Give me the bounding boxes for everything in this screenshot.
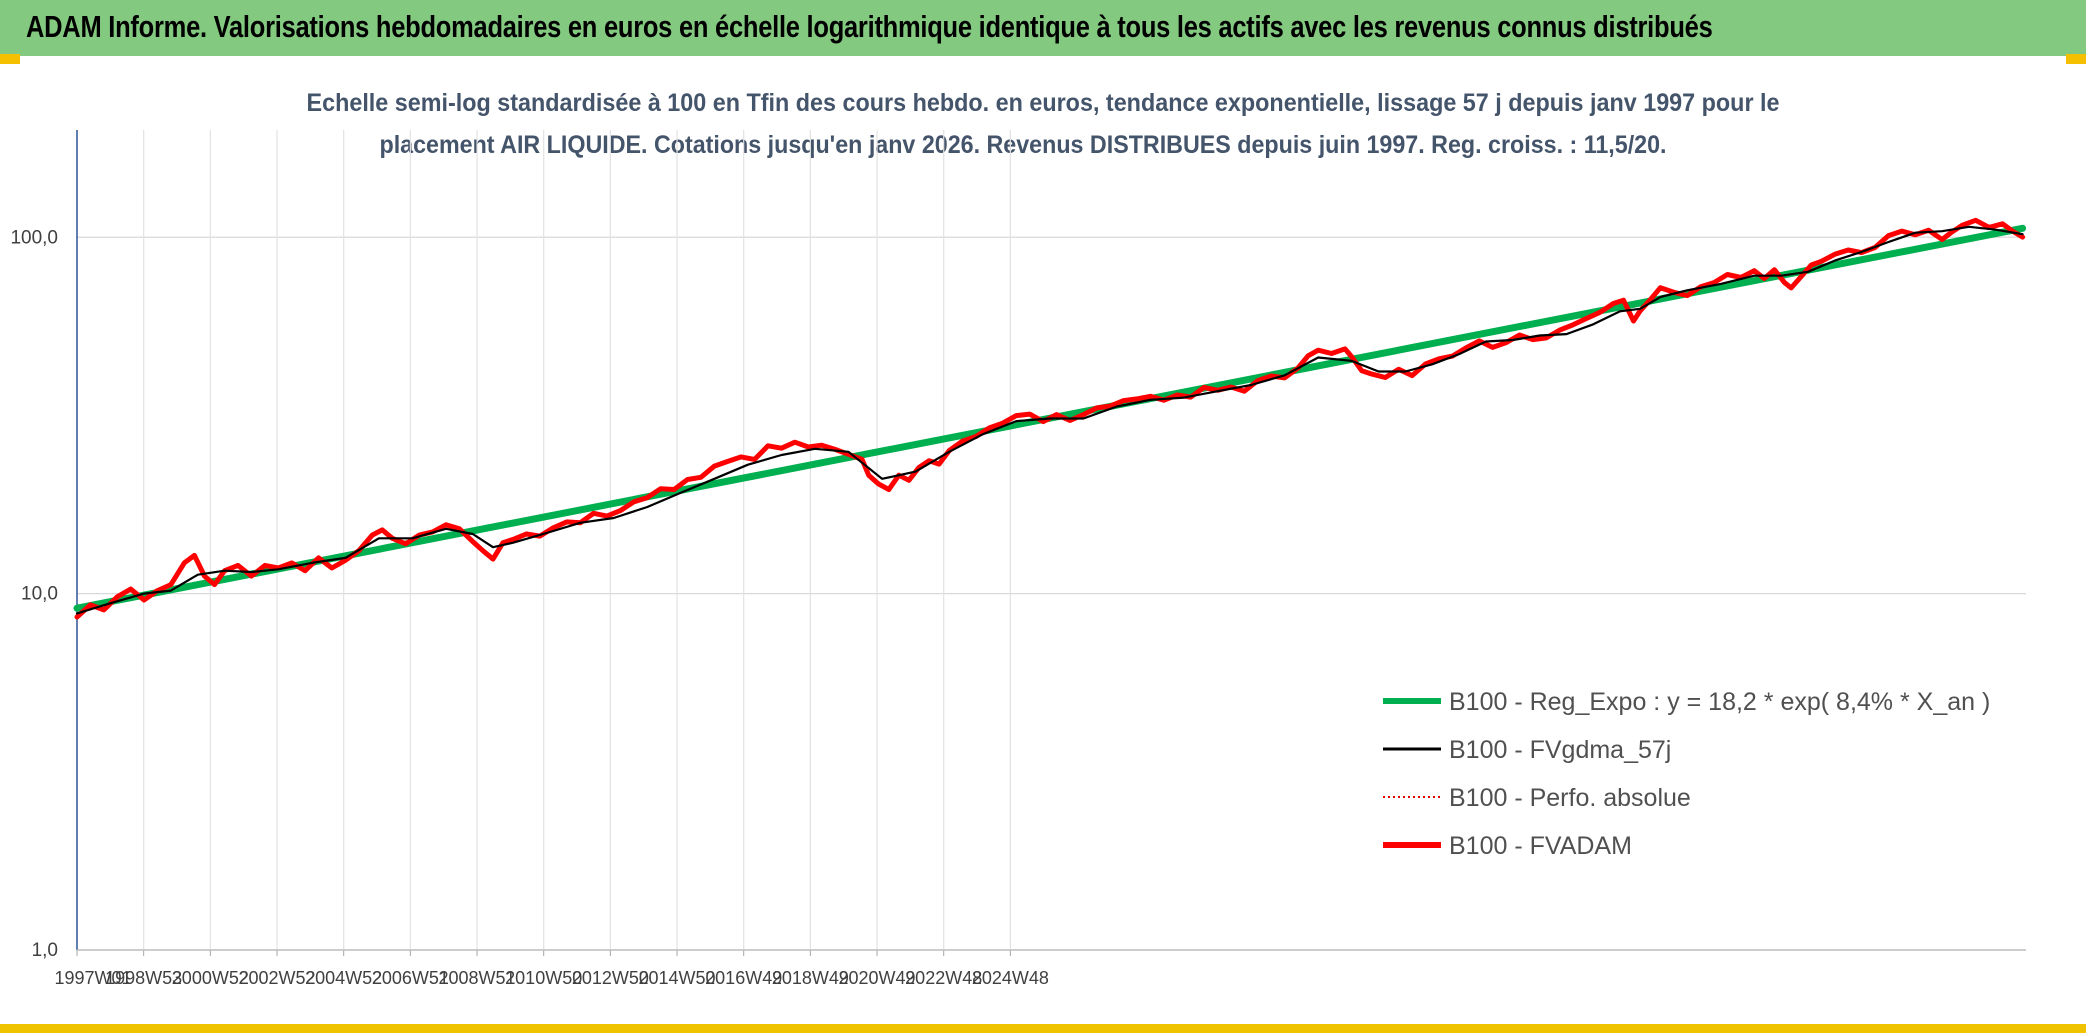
x-tick-label: 2022W48 (905, 968, 982, 988)
series-line-1 (75, 225, 2024, 615)
x-tick-label: 2020W49 (839, 968, 916, 988)
chart-title-line-1: Echelle semi-log standardisée à 100 en T… (307, 89, 1780, 117)
x-tick-label: 2010W50 (505, 968, 582, 988)
legend-label-0: B100 - Reg_Expo : y = 18,2 * exp( 8,4% *… (1449, 688, 1990, 716)
x-tick-label: 2002W52 (238, 968, 315, 988)
x-tick-label: 2018W49 (772, 968, 849, 988)
legend: B100 - Reg_Expo : y = 18,2 * exp( 8,4% *… (1383, 688, 1990, 860)
corner-accent-left (0, 54, 20, 64)
x-tick-label: 2016W49 (705, 968, 782, 988)
x-tick-label: 2014W50 (638, 968, 715, 988)
x-tick-label: 2006W51 (372, 968, 449, 988)
series-layer (73, 217, 2027, 620)
page-title: ADAM Informe. Valorisations hebdomadaire… (26, 9, 1713, 44)
x-tick-label: 2012W50 (572, 968, 649, 988)
grid (76, 130, 2026, 951)
y-tick-label: 100,0 (10, 227, 58, 248)
x-tick-label: 2004W52 (305, 968, 382, 988)
x-tick-label: 1998W53 (105, 968, 182, 988)
frame-bottom-border (0, 1024, 2086, 1033)
x-tick-label: 1997W01 (54, 968, 131, 988)
header-bar: ADAM Informe. Valorisations hebdomadaire… (0, 0, 2086, 58)
x-tick-label: 2024W48 (972, 968, 1049, 988)
x-tick-label: 2000W52 (172, 968, 249, 988)
legend-label-3: B100 - FVADAM (1449, 832, 1632, 860)
chart: Echelle semi-log standardisée à 100 en T… (10, 89, 2027, 988)
legend-label-2: B100 - Perfo. absolue (1449, 784, 1691, 812)
axes: 1,0 10,0 100,0 1997W011998W532000W522002W52… (10, 130, 2026, 988)
x-tick-label: 2008W51 (438, 968, 515, 988)
legend-label-1: B100 - FVgdma_57j (1449, 736, 1671, 764)
chart-title: Echelle semi-log standardisée à 100 en T… (307, 89, 1780, 159)
chart-title-line-2: placement AIR LIQUIDE. Cotations jusqu'e… (380, 131, 1667, 159)
series-line-3 (74, 217, 2026, 620)
y-tick-label: 1,0 (32, 940, 58, 961)
corner-accent-right (2066, 54, 2086, 64)
y-tick-label: 10,0 (21, 584, 58, 605)
